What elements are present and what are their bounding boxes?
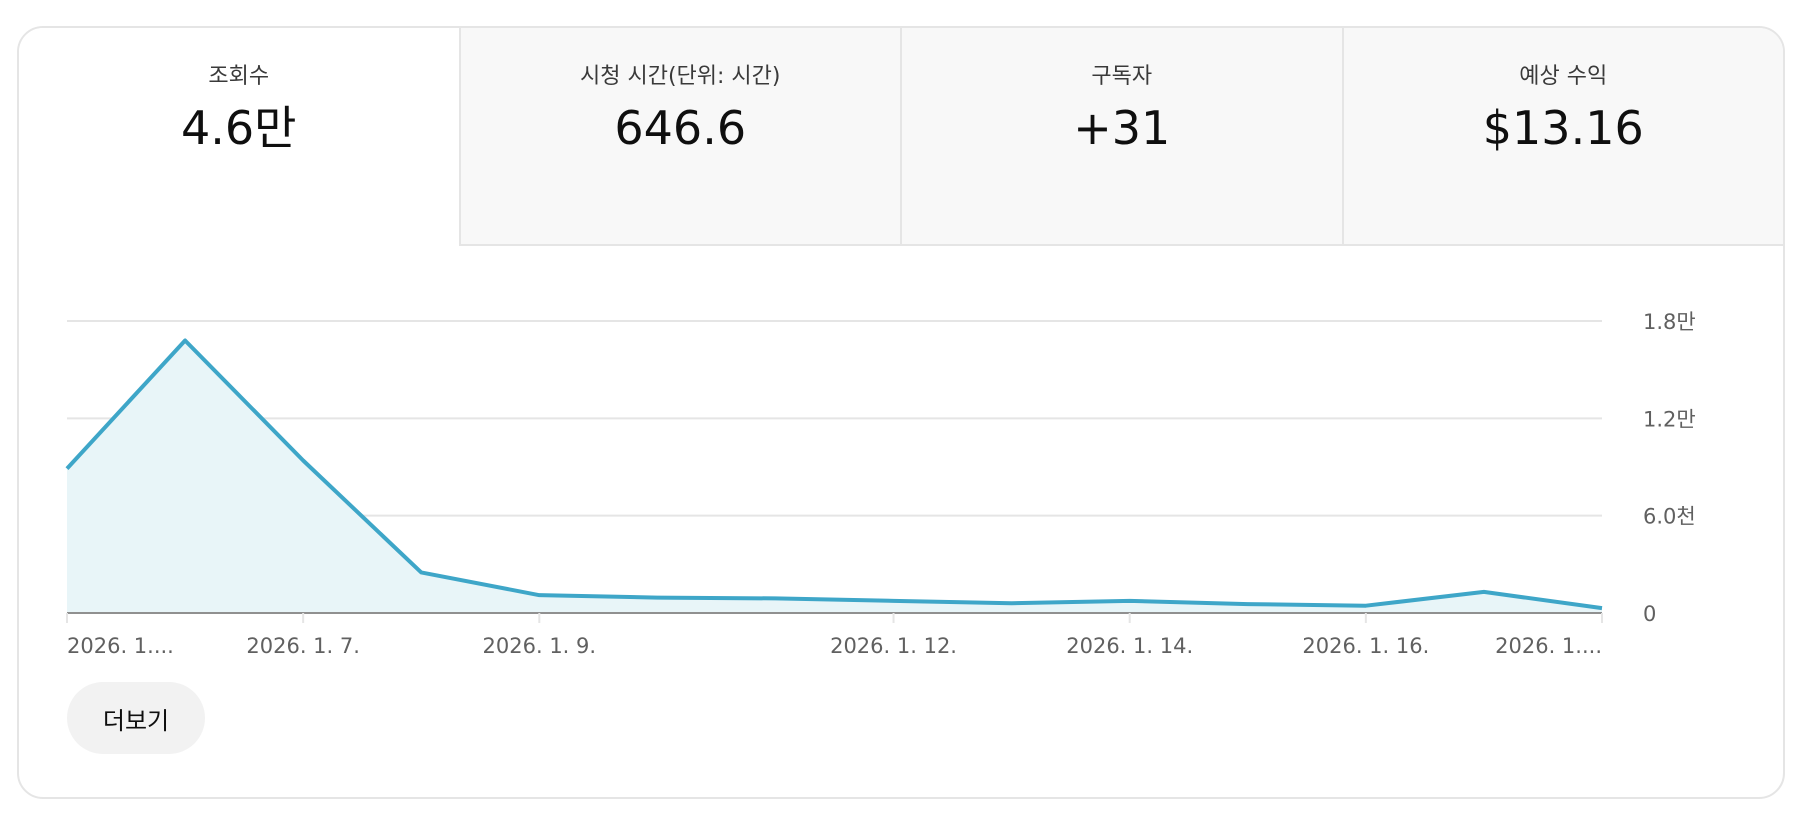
- data-point: [1482, 590, 1486, 594]
- tab-views-label: 조회수: [208, 64, 270, 89]
- data-point: [1246, 602, 1250, 606]
- x-tick-label: 2026. 1. 16.: [1302, 634, 1429, 658]
- data-point: [1128, 599, 1132, 603]
- tab-subscribers[interactable]: 구독자 +31: [900, 28, 1342, 246]
- tab-watch-time[interactable]: 시청 시간(단위: 시간) 646.6: [458, 28, 900, 246]
- y-tick-label: 1.2만: [1643, 407, 1696, 431]
- data-point: [655, 596, 659, 600]
- data-point: [419, 570, 423, 574]
- x-tick-label: 2026. 1. 14.: [1066, 634, 1193, 658]
- tab-revenue-value: $13.16: [1482, 101, 1644, 155]
- y-tick-label: 0: [1643, 602, 1656, 626]
- tab-views-value: 4.6만: [181, 101, 297, 155]
- tab-revenue-label: 예상 수익: [1519, 64, 1608, 89]
- views-chart-svg: 0 6.0천 1.2만 1.8만 2026. 1.... 2026. 1. 7. 2026.…: [65, 310, 1696, 658]
- series-line: [65, 338, 1603, 611]
- tab-views[interactable]: 조회수 4.6만: [19, 28, 459, 246]
- analytics-card: 조회수 4.6만 시청 시간(단위: 시간) 646.6 구독자 +31 예상 …: [17, 26, 1785, 799]
- tab-subscribers-label: 구독자: [1091, 64, 1153, 89]
- y-tick-label: 1.8만: [1643, 310, 1696, 334]
- x-tick-label: 2026. 1....: [1495, 634, 1602, 658]
- x-tick-label: 2026. 1. 12.: [830, 634, 957, 658]
- data-point: [892, 599, 896, 603]
- metric-tabs: 조회수 4.6만 시청 시간(단위: 시간) 646.6 구독자 +31 예상 …: [19, 28, 1783, 246]
- data-point: [537, 593, 541, 597]
- tab-watch-time-label: 시청 시간(단위: 시간): [580, 64, 781, 89]
- tab-subscribers-value: +31: [1073, 101, 1171, 155]
- data-point: [1010, 601, 1014, 605]
- data-point: [773, 596, 777, 600]
- more-button[interactable]: 더보기: [67, 682, 205, 754]
- tab-watch-time-value: 646.6: [614, 101, 747, 155]
- series-area: [67, 340, 1602, 613]
- y-tick-label: 6.0천: [1643, 505, 1696, 529]
- x-tick-label: 2026. 1. 9.: [483, 634, 597, 658]
- views-chart: 0 6.0천 1.2만 1.8만 2026. 1.... 2026. 1. 7. 2026.…: [19, 246, 1783, 666]
- tab-revenue[interactable]: 예상 수익 $13.16: [1341, 28, 1783, 246]
- x-tick-label: 2026. 1. 7.: [246, 634, 360, 658]
- data-point: [65, 467, 69, 471]
- data-point: [301, 459, 305, 463]
- x-tick-label: 2026. 1....: [67, 634, 174, 658]
- data-point: [1364, 604, 1368, 608]
- data-point: [1600, 606, 1604, 610]
- data-point: [183, 338, 187, 342]
